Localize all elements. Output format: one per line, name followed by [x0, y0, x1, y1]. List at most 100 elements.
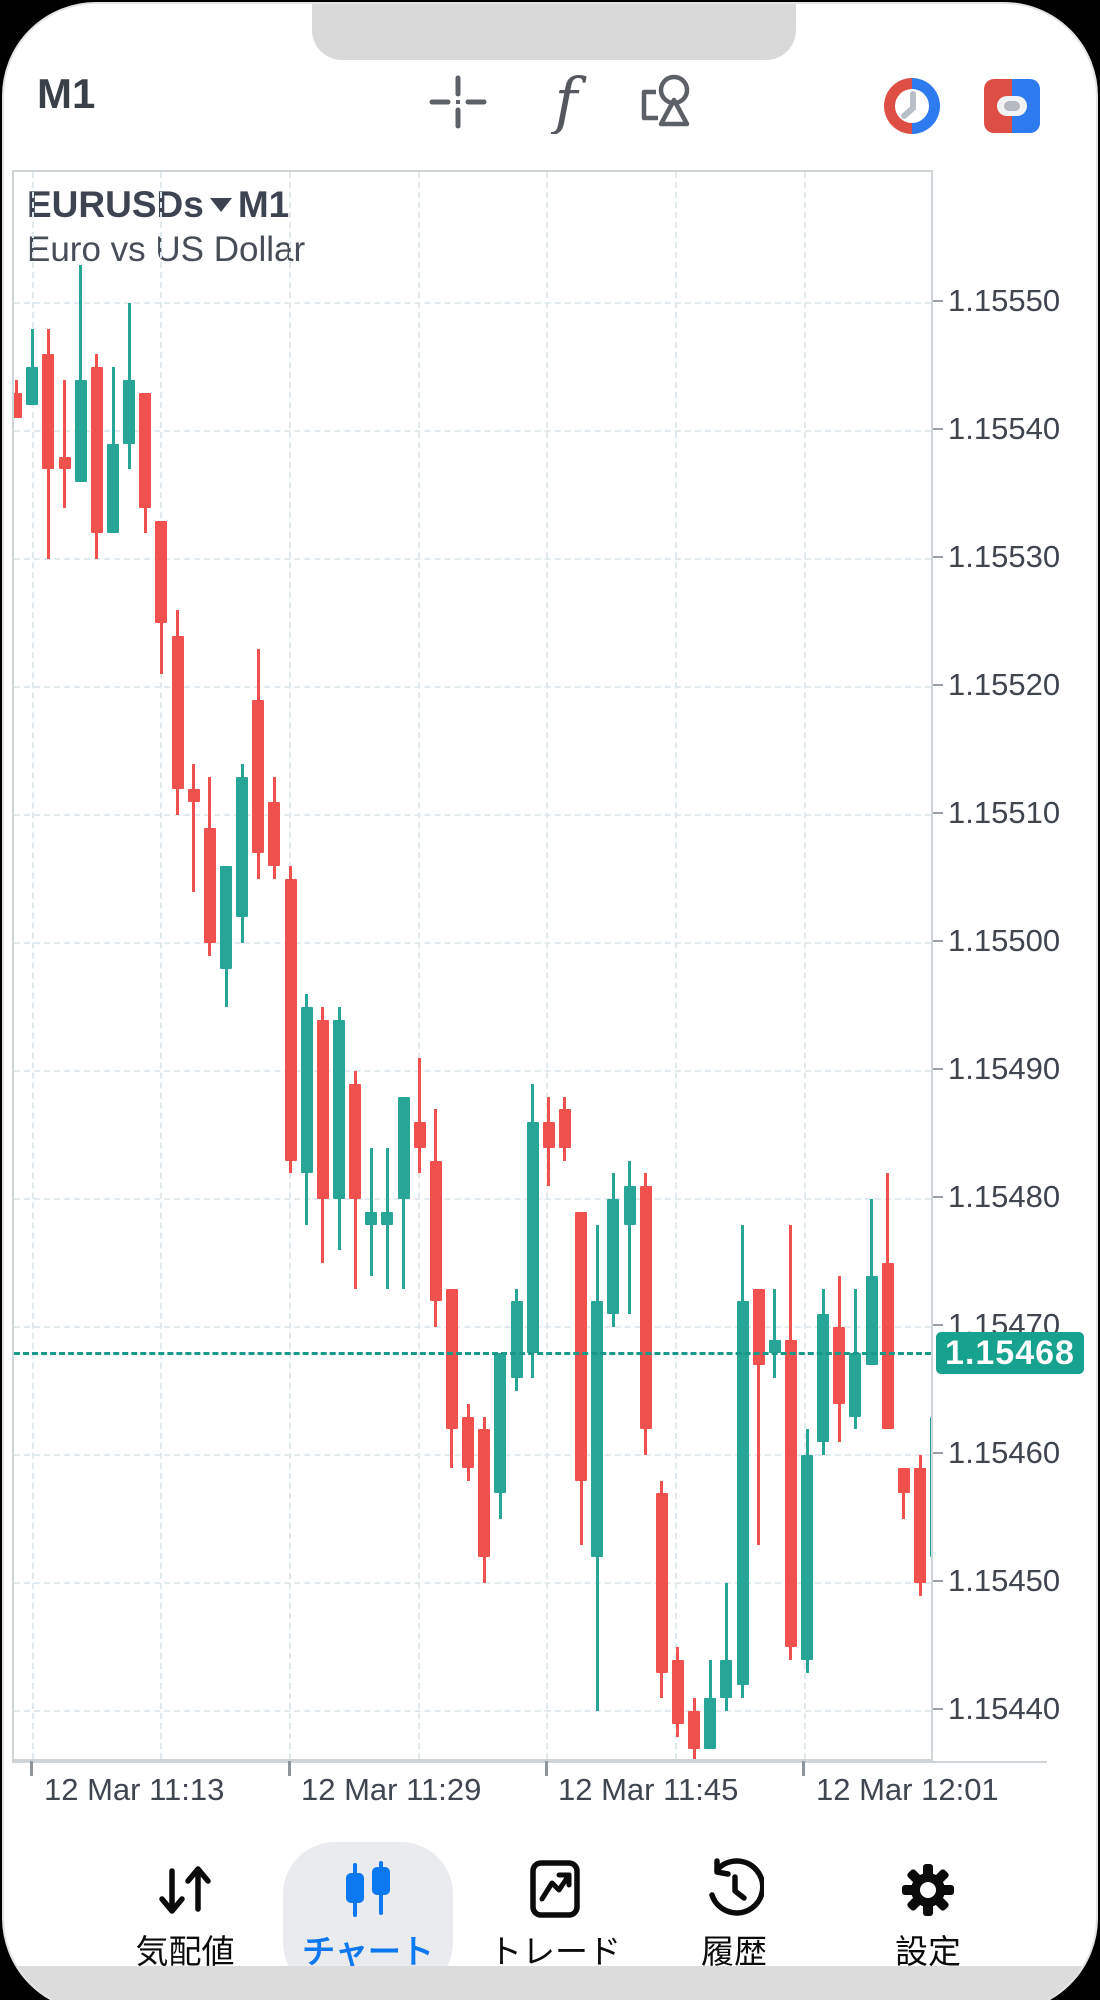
candle-wick	[628, 1160, 632, 1315]
history-clock-icon	[709, 1858, 764, 1916]
candle-body	[155, 520, 168, 623]
trade-icon	[530, 1860, 580, 1918]
candle-body	[220, 866, 233, 969]
candle-body	[316, 1019, 329, 1199]
candle-body	[801, 1455, 814, 1660]
price-axis-tick	[933, 1196, 943, 1198]
chart-symbol-title[interactable]: EURUSDs M1	[27, 184, 290, 225]
candle-body	[655, 1493, 668, 1673]
price-axis-tick	[933, 1068, 943, 1070]
time-gridline	[803, 172, 806, 1759]
time-gridline	[933, 172, 934, 1759]
quotes-arrows-icon	[159, 1866, 211, 1914]
candle-body	[736, 1301, 749, 1686]
price-axis-tick	[933, 556, 943, 558]
candle-body	[445, 1288, 458, 1430]
current-price-badge: 1.15468	[936, 1332, 1084, 1374]
price-gridline	[14, 1710, 931, 1712]
price-axis-tick	[933, 300, 943, 302]
candle-wick	[192, 763, 196, 892]
candle-body	[252, 699, 265, 854]
candle-body	[58, 456, 71, 470]
tab-settings[interactable]: 設定	[833, 1849, 1023, 1979]
chart-panel[interactable]: EURUSDs M1 Euro vs US Dollar	[12, 170, 933, 1761]
price-axis-label: 1.15460	[948, 1435, 1061, 1470]
time-axis-tick	[545, 1761, 548, 1776]
candle-body	[881, 1263, 894, 1430]
time-axis-label: 12 Mar 11:13	[44, 1772, 225, 1807]
candle-body	[171, 635, 184, 790]
candle-body	[639, 1186, 652, 1430]
price-axis-tick	[933, 684, 943, 686]
indicator-function-icon[interactable]: f	[534, 70, 598, 134]
candle-wick	[724, 1583, 728, 1711]
price-gridline	[14, 814, 931, 816]
timeframe-label[interactable]: M1	[37, 70, 96, 117]
candle-body	[413, 1122, 426, 1148]
price-gridline	[14, 558, 931, 560]
candle-wick	[757, 1288, 761, 1545]
svg-text:f: f	[551, 70, 588, 134]
time-gridline	[160, 172, 163, 1759]
candle-body	[897, 1467, 910, 1494]
chart-candles-icon	[346, 1861, 390, 1917]
candle-wick	[773, 1288, 777, 1379]
candle-body	[268, 802, 281, 867]
time-axis-tick	[288, 1761, 291, 1776]
price-gridline	[14, 1198, 931, 1200]
candle-body	[784, 1339, 797, 1647]
candle-body	[429, 1160, 442, 1302]
one-click-trading-icon[interactable]	[980, 74, 1044, 138]
price-axis-tick	[933, 940, 943, 942]
candle-wick	[30, 328, 34, 406]
crosshair-icon[interactable]	[426, 70, 490, 134]
market-sessions-icon[interactable]	[880, 74, 944, 138]
tab-history[interactable]: 履歴	[639, 1849, 829, 1979]
price-gridline	[14, 686, 931, 688]
candle-body	[704, 1698, 717, 1750]
candle-body	[607, 1199, 620, 1315]
price-axis-label: 1.15550	[948, 283, 1061, 318]
candle-body	[930, 1416, 931, 1558]
price-axis-label: 1.15490	[948, 1051, 1061, 1086]
candle-body	[74, 379, 87, 483]
candle-body	[90, 367, 103, 534]
candle-body	[494, 1352, 507, 1494]
symbol-dropdown-caret-icon	[209, 198, 232, 213]
settings-gear-icon	[902, 1864, 954, 1916]
time-gridline	[546, 172, 549, 1759]
price-gridline	[14, 430, 931, 432]
price-axis-label: 1.15520	[948, 667, 1061, 702]
time-axis-label: 12 Mar 11:45	[558, 1772, 739, 1807]
candle-body	[591, 1301, 604, 1558]
candle-body	[349, 1083, 362, 1199]
candle-body	[284, 879, 297, 1161]
candle-body	[558, 1109, 571, 1148]
time-axis-tick	[30, 1761, 33, 1776]
candle-body	[333, 1019, 345, 1199]
time-gridline	[31, 172, 34, 1759]
candle-wick	[418, 1058, 422, 1174]
candle-body	[526, 1122, 539, 1353]
price-axis-tick	[933, 1580, 943, 1582]
price-axis-tick	[933, 812, 943, 814]
price-axis-tick	[933, 1452, 943, 1454]
price-gridline	[14, 1070, 931, 1072]
price-gridline	[14, 302, 931, 304]
candle-body	[203, 827, 216, 943]
tab-trade[interactable]: トレード	[460, 1849, 650, 1979]
price-axis-tick	[933, 1324, 943, 1326]
tab-quotes[interactable]: 気配値	[90, 1849, 280, 1979]
price-gridline	[14, 1582, 931, 1584]
chart-symbol-description: Euro vs US Dollar	[27, 230, 306, 269]
notch	[312, 4, 796, 60]
tab-chart[interactable]: チャート	[273, 1849, 463, 1979]
time-axis-label: 12 Mar 12:01	[816, 1772, 999, 1807]
bid-price-line	[14, 1351, 931, 1355]
price-gridline	[14, 942, 931, 944]
objects-icon[interactable]	[638, 70, 702, 134]
candle-body	[510, 1301, 523, 1379]
candle-body	[187, 789, 200, 803]
